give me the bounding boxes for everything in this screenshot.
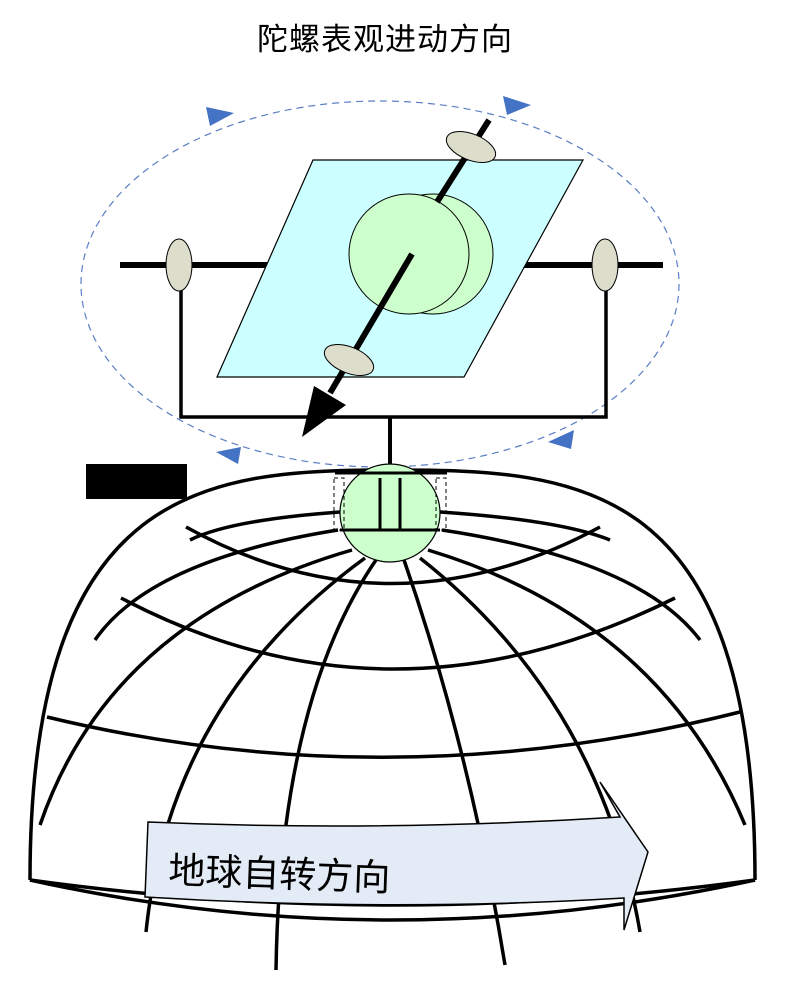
redaction-block <box>86 464 187 499</box>
latitude-2 <box>120 596 676 671</box>
orbit-arrow-top-right <box>503 96 531 115</box>
precession-orbit <box>80 96 680 468</box>
orbit-arrow-top-left <box>206 107 234 126</box>
diagram-title: 陀螺表观进动方向 <box>257 22 513 58</box>
earth-base <box>29 878 756 922</box>
gyro-base <box>333 463 447 563</box>
orbit-arrow-bottom-left <box>216 447 241 464</box>
pivot-left <box>165 238 193 292</box>
rotation-arrow-icon <box>144 781 649 931</box>
latitude-1 <box>185 525 601 586</box>
gyro-rotor <box>348 193 494 315</box>
pivot-right <box>591 238 619 292</box>
orbit-arrow-bottom-right <box>548 430 574 449</box>
gimbal-frame <box>120 262 663 478</box>
earth-rotation-label: 地球自转方向 <box>168 849 391 900</box>
latitude-3 <box>46 710 741 760</box>
spin-axis <box>302 118 497 437</box>
earth-rotation-arrow: 地球自转方向 <box>144 781 649 931</box>
spin-axis-arrowhead <box>302 386 346 437</box>
